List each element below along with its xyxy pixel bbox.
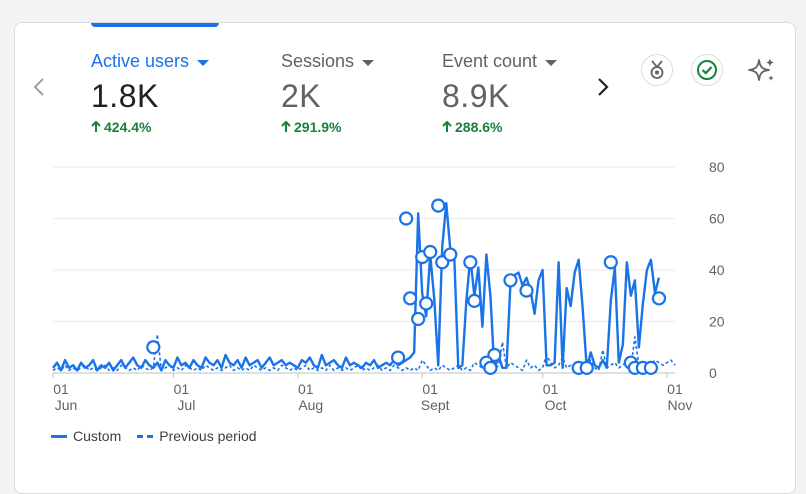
y-tick-label: 0 <box>709 365 717 381</box>
x-tick-label-month: Jun <box>55 397 78 413</box>
metric-event-count[interactable]: Event count 8.9K 288.6% <box>442 51 558 135</box>
metric-sessions[interactable]: Sessions 2K 291.9% <box>281 51 375 135</box>
report-card: Active users 1.8K 424.4% Sessions 2K 291… <box>14 22 796 494</box>
metric-change-value: 288.6% <box>455 119 503 135</box>
x-tick-label-day: 01 <box>53 381 69 397</box>
legend-item-previous[interactable]: Previous period <box>137 428 257 444</box>
metric-label: Event count <box>442 51 538 71</box>
y-tick-label: 80 <box>709 159 725 175</box>
arrow-up-icon <box>442 121 452 132</box>
anomaly-marker[interactable] <box>483 360 498 375</box>
prev-metric-button[interactable] <box>29 73 49 101</box>
x-tick-label-month: Jul <box>177 397 195 413</box>
next-metric-button[interactable] <box>593 73 613 101</box>
chart-legend: Custom Previous period <box>51 428 273 444</box>
legend-item-current[interactable]: Custom <box>51 428 121 444</box>
anomaly-marker[interactable] <box>519 283 534 298</box>
x-tick-label-month: Aug <box>298 397 323 413</box>
anomaly-marker[interactable] <box>603 255 618 270</box>
status-check-button[interactable] <box>691 54 723 86</box>
arrow-up-icon <box>281 121 291 132</box>
anomaly-marker[interactable] <box>431 198 446 213</box>
anomaly-marker[interactable] <box>643 360 659 375</box>
insights-badge-button[interactable] <box>641 54 673 86</box>
dropdown-caret-icon <box>545 59 558 66</box>
anomaly-marker[interactable] <box>503 273 518 288</box>
x-tick-label-month: Sept <box>421 397 450 413</box>
ai-insights-button[interactable] <box>745 54 779 88</box>
anomaly-marker[interactable] <box>467 293 482 308</box>
metric-change: 288.6% <box>442 119 557 135</box>
anomaly-marker[interactable] <box>391 350 406 365</box>
metric-value: 8.9K <box>442 78 510 114</box>
metric-change-value: 291.9% <box>294 119 342 135</box>
metric-label: Sessions <box>281 51 355 71</box>
x-tick-label-day: 01 <box>422 381 438 397</box>
dropdown-caret-icon <box>197 59 210 66</box>
y-tick-label: 20 <box>709 314 725 330</box>
arrow-up-icon <box>91 121 101 132</box>
metric-value: 1.8K <box>91 78 159 114</box>
metric-change: 424.4% <box>91 119 209 135</box>
legend-swatch-dashed <box>137 434 154 438</box>
series-current-line <box>52 201 661 372</box>
x-tick-label-month: Oct <box>545 397 567 413</box>
anomaly-marker[interactable] <box>443 247 458 262</box>
anomaly-marker[interactable] <box>579 360 594 375</box>
anomaly-marker[interactable] <box>423 244 438 260</box>
metric-value: 2K <box>281 78 322 114</box>
y-tick-label: 40 <box>709 262 725 278</box>
chevron-right-icon <box>598 78 609 96</box>
check-circle-icon <box>697 60 717 80</box>
x-tick-label-day: 01 <box>667 381 683 397</box>
metric-change: 291.9% <box>281 119 374 135</box>
metric-label: Active users <box>91 51 190 71</box>
legend-label: Previous period <box>159 428 257 444</box>
chevron-left-icon <box>33 78 44 96</box>
active-tab-indicator <box>91 23 219 27</box>
anomaly-marker[interactable] <box>419 296 434 311</box>
metric-change-value: 424.4% <box>104 119 152 135</box>
anomaly-marker[interactable] <box>411 311 426 327</box>
x-tick-label-day: 01 <box>543 381 559 397</box>
anomaly-marker[interactable] <box>463 255 478 270</box>
legend-swatch-solid <box>51 434 67 438</box>
legend-label: Custom <box>73 428 122 444</box>
anomaly-marker[interactable] <box>403 291 418 306</box>
sparkle-icon <box>748 58 774 81</box>
series-previous-line <box>52 333 676 372</box>
x-tick-label-day: 01 <box>174 381 190 397</box>
anomaly-marker[interactable] <box>651 291 667 306</box>
anomaly-marker[interactable] <box>399 211 414 226</box>
metric-active-users[interactable]: Active users 1.8K 424.4% <box>91 51 210 135</box>
anomaly-marker[interactable] <box>146 340 161 355</box>
medal-icon <box>650 60 664 79</box>
y-tick-label: 60 <box>709 211 725 227</box>
x-tick-label-day: 01 <box>298 381 314 397</box>
x-tick-label-month: Nov <box>668 397 693 413</box>
dropdown-caret-icon <box>362 59 375 66</box>
